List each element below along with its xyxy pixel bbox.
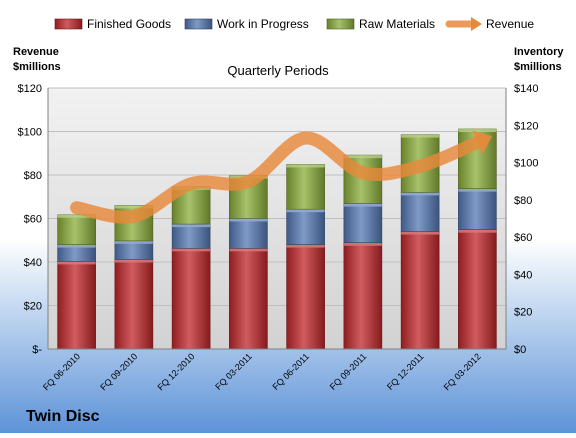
left-axis-title-line1: Revenue [13,46,59,58]
bar-cap-finished-goods [343,242,382,246]
right-axis-title-line1: Inventory [514,46,564,58]
left-tick-label: $100 [18,127,42,139]
bar-cap-work-in-progress [229,218,268,222]
bar-cap-raw-materials [57,214,96,218]
bar-series [57,128,497,350]
bar-cap-finished-goods [57,261,96,265]
revenue-arrowhead [472,130,493,155]
bar-finished-goods [343,242,383,350]
bar-cap-raw-materials [401,134,440,138]
bar-finished-goods [458,229,497,350]
bar-finished-goods [114,259,154,350]
right-tick-label: $60 [514,232,532,244]
bar-cap-finished-goods [286,244,325,248]
bar-work-in-progress [171,223,211,249]
bar-cap-work-in-progress [114,240,153,244]
right-tick-label: $20 [514,307,532,319]
bar-finished-goods [400,231,440,350]
legend-swatch-raw-materials [326,18,355,30]
brand-label: Twin Disc [26,408,100,425]
bar-cap-work-in-progress [286,209,325,213]
bar-work-in-progress [286,208,325,245]
bar-cap-finished-goods [401,231,440,235]
right-tick-label: $0 [514,344,526,356]
legend-arrowhead-revenue [471,17,482,31]
right-tick-label: $140 [514,83,538,95]
bar-finished-goods [171,248,211,350]
bar-work-in-progress [229,218,268,249]
bar-raw-materials [57,214,96,245]
bar-work-in-progress [400,192,440,232]
bar-cap-work-in-progress [401,192,440,196]
legend-label: Work in Progress [217,17,309,31]
bar-work-in-progress [343,203,383,244]
bar-cap-work-in-progress [57,244,96,248]
bar-finished-goods [57,261,96,350]
bar-cap-raw-materials [458,129,497,133]
bar-cap-finished-goods [114,259,153,263]
bar-finished-goods [229,248,268,350]
left-tick-label: $20 [24,301,42,313]
bar-cap-finished-goods [458,229,497,233]
right-tick-label: $80 [514,195,532,207]
bar-cap-raw-materials [343,155,382,159]
bar-cap-raw-materials [114,205,153,209]
bar-cap-work-in-progress [343,203,382,207]
revenue-line [70,131,484,224]
legend-label: Raw Materials [359,17,435,31]
bar-finished-goods [286,244,325,350]
legend-swatch-finished-goods [54,18,83,30]
bar-cap-raw-materials [286,164,325,168]
legend-swatch-work-in-progress [184,18,213,30]
left-axis-title-line2: $millions [13,61,61,73]
right-axis-title-line2: $millions [514,61,562,73]
left-tick-label: $- [32,344,42,356]
revenue-line-series [70,130,493,224]
bar-cap-finished-goods [172,248,211,252]
bar-cap-work-in-progress [172,224,211,228]
legend-label: Revenue [486,17,534,31]
left-tick-label: $60 [24,214,42,226]
right-tick-label: $120 [514,120,538,132]
chart-subtitle: Quarterly Periods [227,63,329,78]
bar-work-in-progress [458,188,497,230]
bar-raw-materials [286,164,325,210]
bar-cap-finished-goods [229,248,268,252]
bar-cap-work-in-progress [458,188,497,192]
legend-label: Finished Goods [87,17,171,31]
right-tick-label: $100 [514,158,538,170]
left-tick-label: $40 [24,257,42,269]
right-tick-label: $40 [514,269,532,281]
left-tick-label: $80 [24,170,42,182]
left-tick-label: $120 [18,83,42,95]
legend: Finished Goods Work in Progress Raw Materi… [54,17,534,31]
